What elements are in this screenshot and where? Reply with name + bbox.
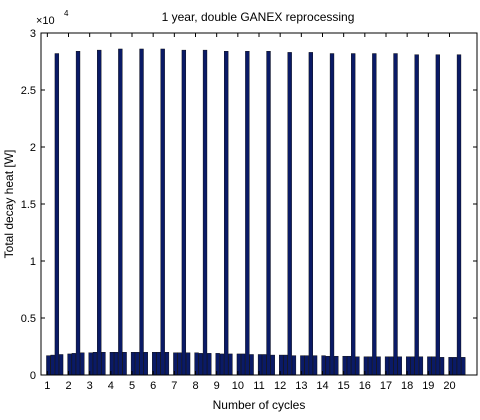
bar: [207, 353, 212, 376]
bar: [439, 357, 445, 376]
bar: [228, 353, 233, 376]
bar: [376, 356, 381, 376]
bar: [160, 48, 165, 376]
bar: [143, 352, 148, 376]
bar: [118, 48, 123, 376]
bar: [80, 352, 85, 376]
plot-frame: [40, 32, 478, 376]
y-tick-label: 2: [30, 142, 36, 154]
bar: [393, 53, 398, 376]
bar: [397, 356, 402, 376]
x-tick-label: 20: [443, 380, 455, 392]
x-tick-label: 19: [422, 380, 434, 392]
y-exponent-power: 4: [64, 9, 69, 18]
bar: [304, 355, 309, 376]
bar: [181, 49, 187, 376]
bar: [291, 355, 297, 376]
x-tick-label: 7: [171, 380, 177, 392]
bars-group: [46, 48, 466, 376]
bar: [164, 352, 170, 376]
x-axis-title: Number of cycles: [213, 398, 306, 412]
bar: [270, 354, 275, 376]
x-tick-label: 18: [401, 380, 413, 392]
x-tick-label: 12: [274, 380, 286, 392]
bar: [185, 352, 191, 376]
x-tick-label: 11: [253, 380, 264, 392]
bar: [58, 354, 64, 376]
x-tick-label: 13: [295, 380, 307, 392]
bar: [367, 356, 373, 376]
y-exponent: ×10 4: [36, 9, 69, 27]
x-tick-label: 15: [338, 380, 350, 392]
bar: [435, 54, 440, 376]
bar: [245, 51, 250, 376]
bar: [135, 352, 140, 376]
bar: [202, 49, 208, 376]
bar: [389, 356, 394, 376]
bar: [312, 355, 318, 376]
bar: [329, 53, 335, 376]
bar: [156, 352, 161, 376]
bar: [452, 357, 457, 376]
bar: [54, 53, 60, 376]
x-tick-label: 6: [150, 380, 156, 392]
x-tick-label: 2: [65, 380, 71, 392]
bar: [372, 53, 377, 376]
y-exponent-label: ×10: [36, 15, 55, 27]
x-tick-label: 1: [44, 380, 50, 392]
bar: [101, 352, 106, 376]
bar: [325, 355, 330, 376]
x-tick-label: 9: [214, 380, 220, 392]
y-axis-title: Total decay heat [W]: [2, 150, 16, 259]
bar: [219, 353, 225, 376]
x-axis: 1 2 3 4 5 6 7 8 9 10 11 12 13 14 15 16 17 18 19 20: [44, 33, 456, 392]
bar: [414, 54, 419, 376]
bar: [351, 53, 356, 376]
bar: [139, 48, 144, 376]
x-tick-label: 3: [87, 380, 93, 392]
bar: [266, 51, 271, 376]
x-tick-label: 16: [359, 380, 371, 392]
bar: [418, 356, 424, 376]
bar: [262, 354, 267, 376]
bar: [97, 49, 102, 376]
bar: [334, 355, 339, 376]
x-tick-label: 10: [232, 380, 244, 392]
x-tick-label: 14: [316, 380, 328, 392]
bar: [456, 54, 462, 376]
bar: [283, 354, 288, 376]
bar: [461, 357, 466, 376]
bar: [92, 352, 98, 376]
bar: [355, 356, 360, 376]
bar: [240, 353, 246, 376]
bar: [50, 354, 55, 376]
bar: [177, 352, 182, 376]
bar: [122, 352, 127, 376]
bar: [71, 353, 76, 376]
y-tick-label: 0: [30, 370, 36, 382]
x-tick-label: 4: [108, 380, 114, 392]
x-tick-label: 8: [192, 380, 198, 392]
bar: [308, 52, 314, 376]
y-tick-label: 1: [30, 256, 36, 268]
bar: [346, 355, 352, 376]
x-tick-label: 17: [380, 380, 392, 392]
bar: [249, 354, 254, 376]
bar: [113, 352, 119, 376]
bar: [431, 356, 436, 376]
y-tick-label: 0.5: [21, 313, 36, 325]
bar: [75, 51, 81, 376]
y-tick-label: 2.5: [21, 85, 36, 97]
y-tick-label: 3: [30, 28, 36, 40]
bar: [410, 356, 415, 376]
chart-title: 1 year, double GANEX reprocessing: [162, 10, 355, 24]
bar: [198, 353, 203, 376]
y-axis: 0 0.5 1 1.5 2 2.5 3: [21, 28, 477, 382]
bar: [287, 52, 292, 376]
bar: [224, 51, 229, 376]
y-tick-label: 1.5: [21, 199, 36, 211]
x-tick-label: 5: [129, 380, 135, 392]
